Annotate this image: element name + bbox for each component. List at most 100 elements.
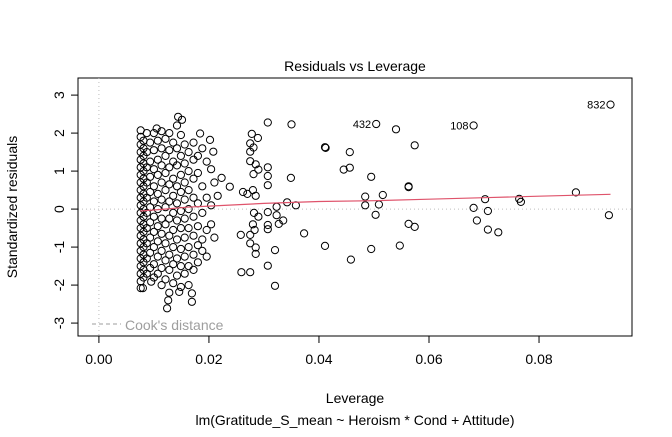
data-point [345,148,354,157]
data-point [210,178,219,187]
data-point [184,148,193,157]
data-point [469,203,478,212]
data-point [320,143,330,152]
data-point [272,202,281,211]
data-point [157,214,166,223]
data-point [254,212,263,221]
point-label: 108 [450,120,468,132]
x-tick-label: 0.02 [195,351,222,367]
data-point [169,225,178,235]
data-point [164,296,173,305]
data-point [172,235,182,244]
data-point [320,241,330,250]
data-point [184,243,193,252]
y-tick-label: -2 [51,279,67,292]
data-point [172,121,182,130]
data-point [149,165,158,174]
data-point [198,144,207,153]
data-point [274,219,283,228]
data-point [604,211,614,220]
data-point [146,248,155,257]
x-axis: 0.00 0.02 0.04 0.06 0.08 [85,335,553,367]
data-point [346,255,355,264]
data-point [153,222,162,231]
data-point [263,208,272,217]
data-point [161,220,170,229]
x-tick-label: 0.08 [525,351,552,367]
data-point [481,195,490,204]
data-point [180,252,189,261]
data-point [149,146,158,155]
data-point [176,282,185,292]
data-point [184,262,193,271]
data-point [207,220,216,229]
data-point [263,171,272,181]
data-point [225,182,234,191]
data-point [157,178,166,187]
data-point [202,157,211,166]
data-point [193,199,202,208]
data-point [152,124,161,133]
smooth-line-group [140,193,611,212]
data-point [146,157,155,166]
data-point [469,121,478,130]
data-point [189,231,198,240]
data-point [247,129,256,138]
data-point [189,265,198,274]
smooth-line [140,193,611,212]
data-point [153,136,162,145]
data-point [157,246,166,255]
data-point [157,263,166,273]
data-point [169,260,178,269]
data-point [169,138,178,147]
data-point [176,244,185,254]
data-point [165,214,174,223]
data-point [345,163,354,172]
data-point [172,199,182,208]
data-point [146,138,155,147]
data-point [193,241,202,250]
chart-subtitle: lm(Gratitude_S_mean ~ Heroism * Cond + A… [195,412,514,428]
data-point [161,134,170,143]
data-point [272,211,281,220]
data-point [157,161,166,170]
data-point [483,206,492,216]
data-point [149,129,158,138]
data-point [251,243,260,252]
data-point [210,233,219,242]
y-tick-label: -1 [51,241,67,254]
data-point [378,190,387,200]
data-point [251,249,260,258]
x-tick-label: 0.04 [305,351,332,367]
data-point [263,220,272,230]
data-point [165,146,174,155]
data-point [184,167,193,176]
data-point [404,183,413,192]
data-point [410,222,419,231]
data-point [180,159,189,168]
data-point [371,210,380,219]
data-point [246,230,255,239]
data-point [169,208,178,217]
data-point [176,224,185,233]
data-point [270,246,280,255]
data-point [571,188,581,197]
data-point [163,304,172,313]
data-point [180,140,189,149]
data-point [161,239,170,248]
data-point [202,193,211,202]
data-point [184,281,193,290]
data-point [374,200,383,209]
data-point [198,208,207,217]
cooks-distance-legend-label: Cook's distance [125,317,224,333]
data-point [146,218,155,227]
chart-title: Residuals vs Leverage [284,58,426,74]
data-point [187,297,196,306]
data-point [287,120,296,129]
y-tick-label: 0 [51,205,67,213]
data-point [153,155,162,164]
data-point [248,220,257,229]
x-tick-label: 0.06 [415,351,442,367]
data-point [184,224,193,233]
data-point [198,182,207,191]
